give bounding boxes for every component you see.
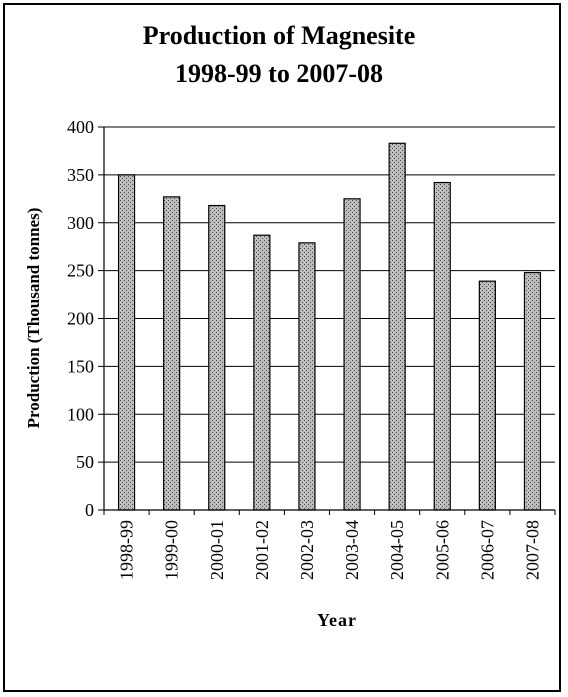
bar-2007-08 — [523, 271, 542, 511]
y-tick-label: 150 — [67, 356, 94, 376]
x-tick-label: 2005-06 — [432, 520, 452, 580]
x-tick-label: 2003-04 — [342, 520, 362, 580]
chart-title-line-1: Production of Magnesite — [143, 21, 416, 50]
y-tick-label: 200 — [67, 309, 94, 329]
x-tick-label: 2007-08 — [522, 520, 542, 580]
x-tick-labels: 1998-99 1999-00 2000-01 2001-02 2002-03 2003-… — [117, 520, 543, 580]
bar-1999-00 — [163, 196, 181, 511]
x-tick-label: 2004-05 — [387, 520, 407, 580]
bar-2002-03 — [298, 242, 316, 511]
y-tick-label: 50 — [76, 452, 94, 472]
bar-2003-04 — [343, 198, 361, 511]
y-tick-label: 0 — [85, 500, 94, 520]
bar-1998-99 — [117, 174, 136, 511]
y-tick-label: 400 — [67, 117, 94, 137]
bars — [117, 142, 542, 511]
bar-2004-05 — [388, 142, 406, 511]
y-tick-label: 300 — [67, 213, 94, 233]
y-tick-label: 100 — [67, 404, 94, 424]
x-tick-label: 1999-00 — [162, 520, 182, 580]
chart-title-line-2: 1998-99 to 2007-08 — [175, 59, 383, 88]
axes — [103, 127, 555, 511]
x-tick-label: 2002-03 — [297, 520, 317, 580]
x-tick-label: 1998-99 — [117, 520, 137, 580]
y-tick-label: 350 — [67, 165, 94, 185]
x-axis-label: Year — [317, 610, 357, 630]
y-axis-label: Production (Thousand tonnes) — [24, 208, 43, 429]
x-tick-label: 2006-07 — [477, 520, 497, 580]
y-tick-label: 250 — [67, 261, 94, 281]
y-tick-labels: 0 50 100 150 200 250 300 350 400 — [67, 117, 94, 520]
bar-2000-01 — [208, 204, 226, 511]
bar-2001-02 — [253, 234, 271, 511]
bar-2005-06 — [433, 181, 451, 511]
bar-2006-07 — [478, 280, 496, 511]
x-tick-label: 2000-01 — [207, 520, 227, 580]
x-tick-label: 2001-02 — [252, 520, 272, 580]
chart-frame — [3, 3, 561, 692]
